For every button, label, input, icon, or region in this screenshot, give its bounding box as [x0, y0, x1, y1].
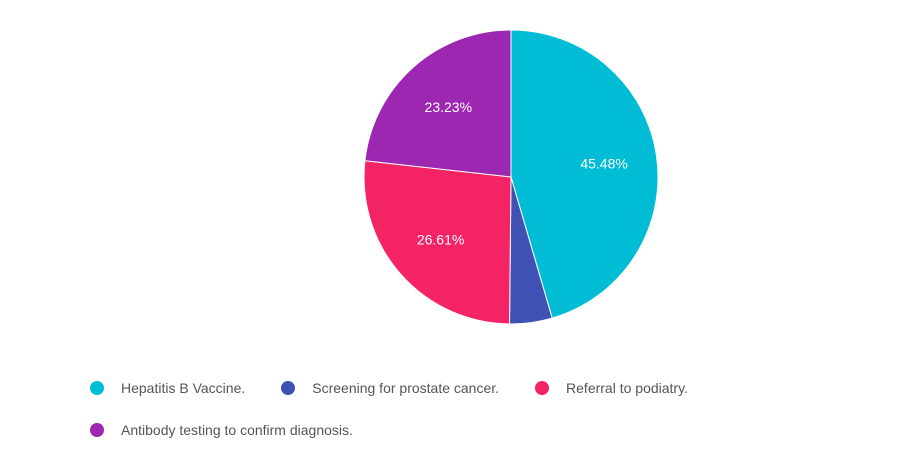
legend-item-screening-prostate-cancer[interactable]: Screening for prostate cancer.: [281, 378, 499, 398]
legend-marker-icon: [535, 381, 550, 395]
pie-slice-1[interactable]: [510, 29, 659, 319]
legend-label: Hepatitis B Vaccine.: [121, 380, 246, 396]
pie-slices: [363, 29, 659, 325]
pie-slice-4[interactable]: [364, 29, 512, 178]
pie-data-label: 26.61%: [417, 231, 464, 247]
legend-marker-icon: [90, 423, 104, 437]
pie-data-label: 23.23%: [425, 99, 472, 115]
legend-item-antibody-testing[interactable]: Antibody testing to confirm diagnosis.: [90, 420, 834, 440]
pie-chart: 45.48% 26.61% 23.23%: [363, 29, 659, 325]
pie-data-label: 45.48%: [580, 156, 627, 172]
legend-label: Antibody testing to confirm diagnosis.: [121, 422, 353, 438]
legend: Hepatitis B Vaccine. Screening for prost…: [90, 378, 870, 440]
legend-label: Screening for prostate cancer.: [312, 380, 500, 396]
legend-item-hepatitis-b-vaccine[interactable]: Hepatitis B Vaccine.: [90, 378, 245, 398]
legend-marker-icon: [281, 381, 296, 395]
legend-marker-icon: [90, 381, 104, 395]
legend-label: Referral to podiatry.: [566, 380, 688, 396]
pie-slice-3[interactable]: [363, 160, 512, 325]
pie-data-labels: 45.48% 26.61% 23.23%: [417, 99, 628, 247]
legend-item-referral-podiatry[interactable]: Referral to podiatry.: [535, 378, 688, 398]
